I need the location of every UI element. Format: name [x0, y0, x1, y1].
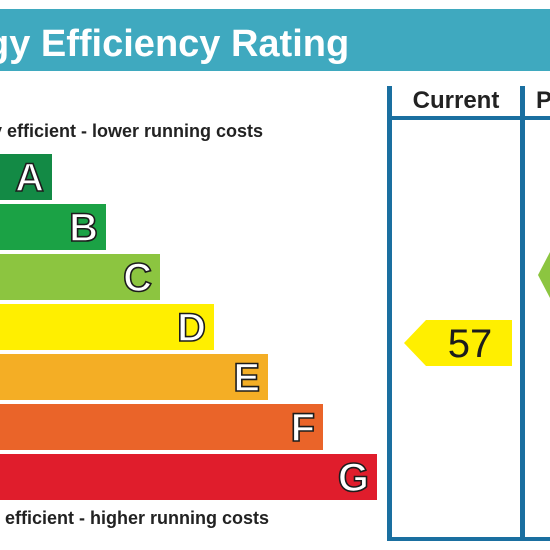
top-note: y efficient - lower running costs: [0, 121, 264, 141]
band-letter: A: [14, 155, 44, 201]
band-g: G: [0, 454, 377, 501]
bottom-note: y efficient - higher running costs: [0, 508, 270, 528]
band-c: C: [0, 254, 160, 301]
band-e: E: [0, 354, 268, 401]
footer-divider: [387, 537, 550, 541]
current-column-header: Current: [412, 87, 500, 114]
current-column-divider: [387, 86, 392, 541]
band-f: F: [0, 404, 323, 451]
band-a: A: [0, 154, 52, 201]
current-rating-arrow: 57: [404, 320, 512, 366]
header-divider: [387, 116, 550, 120]
band-b: B: [0, 204, 106, 251]
potential-column-header: P: [536, 87, 550, 114]
band-letter: E: [233, 355, 261, 401]
band-letter: B: [68, 205, 98, 251]
potential-rating-arrow: [538, 252, 550, 298]
potential-column-divider: [520, 86, 525, 541]
band-letter: D: [176, 305, 206, 351]
page-title: gy Efficiency Rating: [0, 23, 350, 65]
current-rating-value: 57: [447, 322, 493, 366]
band-letter: G: [337, 455, 370, 501]
band-letter: C: [122, 255, 152, 301]
band-d: D: [0, 304, 214, 351]
band-letter: F: [290, 405, 316, 451]
title-bar: gy Efficiency Rating: [0, 9, 550, 71]
